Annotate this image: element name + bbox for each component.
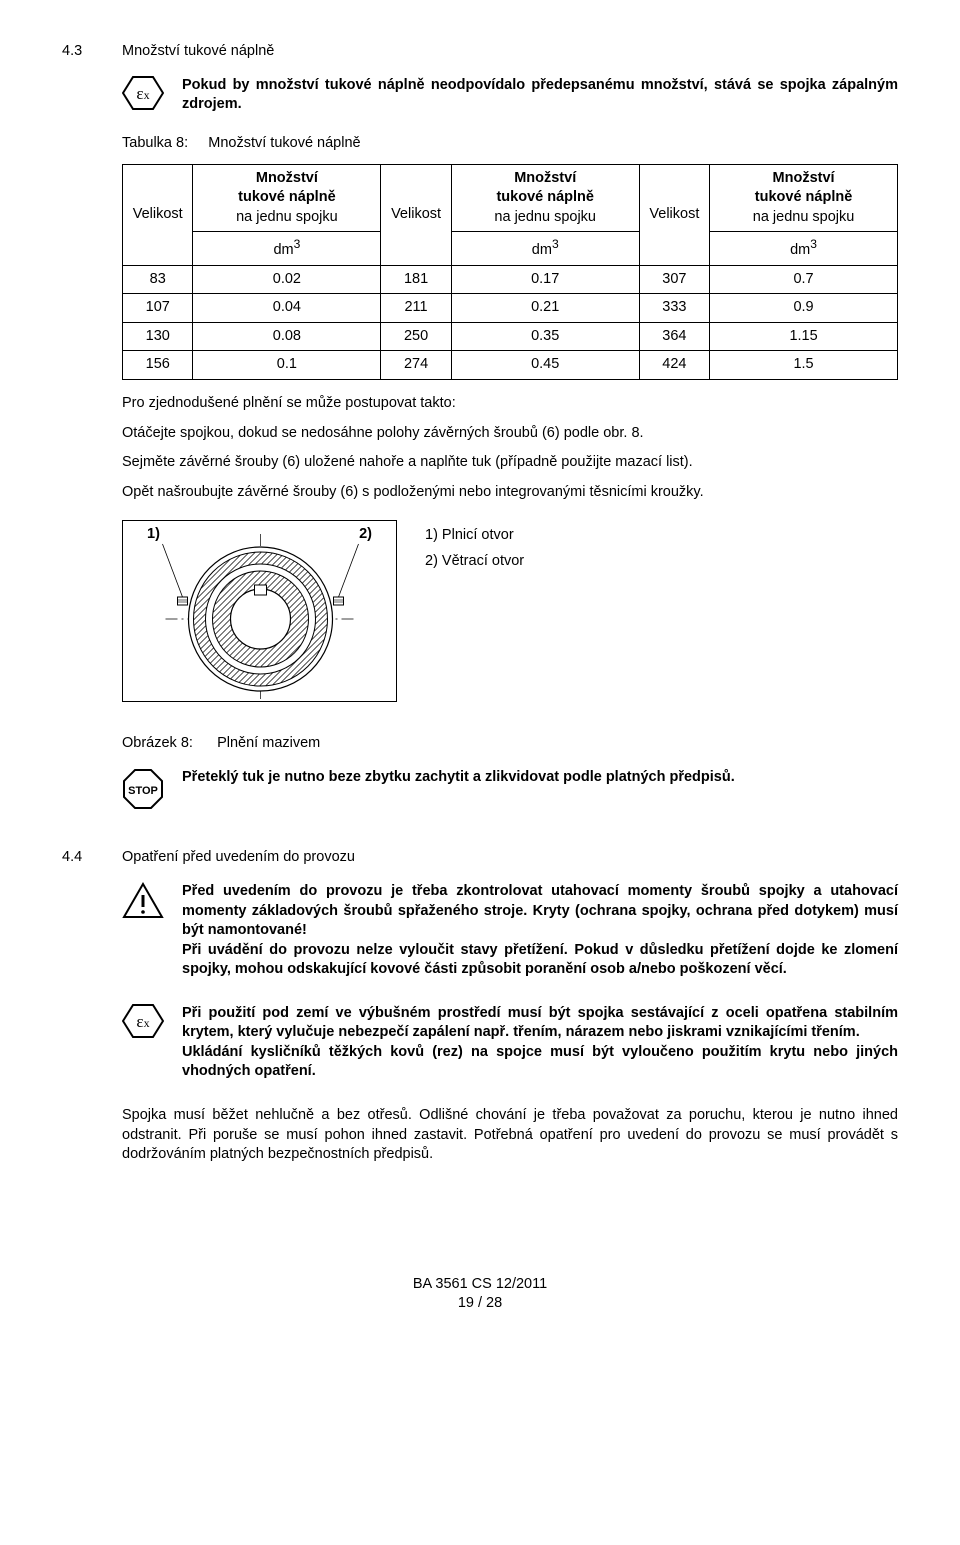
table-cell: 1.5 (710, 351, 898, 380)
section-44-header: 4.4 Opatření před uvedením do provozu (62, 848, 898, 868)
table-row: 1560.12740.454241.5 (123, 351, 898, 380)
table-col-amount: Množství tukové náplně na jednu spojku (451, 164, 639, 232)
table-cell: 83 (123, 265, 193, 294)
table-cell: 107 (123, 294, 193, 323)
section-44-tail: Spojka musí běžet nehlučně a bez otřesů.… (122, 1106, 898, 1165)
section-44-tail-row: Spojka musí běžet nehlučně a bez otřesů.… (62, 1106, 898, 1165)
ex-icon: εx (122, 76, 164, 110)
figure-8-caption: Plnění mazivem (217, 735, 320, 751)
table-8-caption-prefix: Tabulka 8: (122, 135, 188, 151)
sect43-p2-row: Otáčejte spojkou, dokud se nedosáhne pol… (62, 424, 898, 444)
sect43-p4-row: Opět našroubujte závěrné šrouby (6) s po… (62, 483, 898, 503)
figure-label-1: 1) (147, 525, 160, 545)
table-cell: 0.35 (451, 322, 639, 351)
section-44-num: 4.4 (62, 848, 122, 868)
figure-8-row: 1) 2) (62, 520, 898, 702)
section-44-title: Opatření před uvedením do provozu (122, 848, 898, 868)
svg-text:εx: εx (136, 84, 149, 103)
figure-8-caption-row: Obrázek 8: Plnění mazivem (62, 734, 898, 754)
table-col-unit: dm3 (710, 232, 898, 265)
table-cell: 0.17 (451, 265, 639, 294)
figure-8-cap1: 1) Plnicí otvor (425, 526, 524, 546)
stop-note-text: Přeteklý tuk je nutno beze zbytku zachyt… (182, 768, 898, 788)
sect43-p3: Sejměte závěrné šrouby (6) uložené nahoř… (122, 453, 898, 473)
footer-line2: 19 / 28 (62, 1294, 898, 1314)
table-cell: 0.7 (710, 265, 898, 294)
table-col-amount: Množství tukové náplně na jednu spojku (710, 164, 898, 232)
section-43-ex-text: Pokud by množství tukové náplně neodpoví… (182, 76, 898, 115)
figure-8-drawing: 1) 2) (122, 520, 397, 702)
table-cell: 333 (639, 294, 709, 323)
table-row: 1300.082500.353641.15 (123, 322, 898, 351)
table-cell: 0.08 (193, 322, 381, 351)
footer-line1: BA 3561 CS 12/2011 (62, 1275, 898, 1295)
table-col-size: Velikost (639, 164, 709, 265)
ex-icon: εx (122, 1004, 164, 1038)
table-cell: 0.21 (451, 294, 639, 323)
sect43-p1: Pro zjednodušené plnění se může postupov… (122, 394, 898, 414)
table-cell: 0.04 (193, 294, 381, 323)
table-cell: 307 (639, 265, 709, 294)
table-8-caption-row: Tabulka 8: Množství tukové náplně (62, 134, 898, 154)
warning-icon (122, 882, 164, 920)
table-cell: 0.45 (451, 351, 639, 380)
table-cell: 181 (381, 265, 451, 294)
figure-8-legend: 1) Plnicí otvor 2) Větrací otvor (425, 520, 524, 571)
table-col-size: Velikost (123, 164, 193, 265)
section-43-header: 4.3 Množství tukové náplně (62, 42, 898, 62)
table-cell: 156 (123, 351, 193, 380)
table-8-caption: Množství tukové náplně (208, 135, 360, 151)
table-cell: 274 (381, 351, 451, 380)
table-cell: 0.1 (193, 351, 381, 380)
coupling-drawing-svg (123, 521, 398, 703)
table-col-unit: dm3 (193, 232, 381, 265)
table-col-size: Velikost (381, 164, 451, 265)
table-8-wrap: Velikost Množství tukové náplně na jednu… (62, 164, 898, 380)
table-row: 1070.042110.213330.9 (123, 294, 898, 323)
sect43-p1-row: Pro zjednodušené plnění se může postupov… (62, 394, 898, 414)
figure-8-caption-prefix: Obrázek 8: (122, 735, 193, 751)
table-cell: 0.9 (710, 294, 898, 323)
sect43-p3-row: Sejměte závěrné šrouby (6) uložené nahoř… (62, 453, 898, 473)
table-cell: 211 (381, 294, 451, 323)
section-43-title: Množství tukové náplně (122, 42, 898, 62)
table-cell: 250 (381, 322, 451, 351)
sect43-p4: Opět našroubujte závěrné šrouby (6) s po… (122, 483, 898, 503)
figure-label-2: 2) (359, 525, 372, 545)
table-cell: 364 (639, 322, 709, 351)
table-col-unit: dm3 (451, 232, 639, 265)
table-8: Velikost Množství tukové náplně na jednu… (122, 164, 898, 380)
section-44-warn-text: Před uvedením do provozu je třeba zkontr… (182, 882, 898, 980)
page-footer: BA 3561 CS 12/2011 19 / 28 (62, 1275, 898, 1314)
table-cell: 1.15 (710, 322, 898, 351)
figure-8-cap2: 2) Větrací otvor (425, 552, 524, 572)
table-cell: 130 (123, 322, 193, 351)
table-cell: 0.02 (193, 265, 381, 294)
sect43-p2: Otáčejte spojkou, dokud se nedosáhne pol… (122, 424, 898, 444)
table-col-amount: Množství tukové náplně na jednu spojku (193, 164, 381, 232)
section-43-num: 4.3 (62, 42, 122, 62)
svg-text:STOP: STOP (128, 785, 158, 797)
table-row: 830.021810.173070.7 (123, 265, 898, 294)
svg-text:εx: εx (136, 1012, 149, 1031)
section-44-warn-row: Před uvedením do provozu je třeba zkontr… (62, 882, 898, 980)
section-43-ex-note: εx Pokud by množství tukové náplně neodp… (62, 76, 898, 117)
stop-note-row: STOP Přeteklý tuk je nutno beze zbytku z… (62, 768, 898, 817)
table-cell: 424 (639, 351, 709, 380)
stop-icon: STOP (122, 768, 164, 810)
section-44-ex-text: Při použití pod zemí ve výbušném prostře… (182, 1004, 898, 1082)
section-44-ex-row: εx Při použití pod zemí ve výbušném pros… (62, 1004, 898, 1082)
